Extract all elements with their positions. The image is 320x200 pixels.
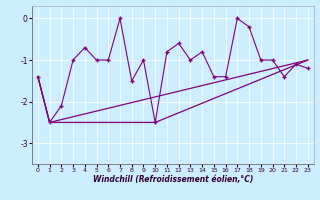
X-axis label: Windchill (Refroidissement éolien,°C): Windchill (Refroidissement éolien,°C) <box>92 175 253 184</box>
